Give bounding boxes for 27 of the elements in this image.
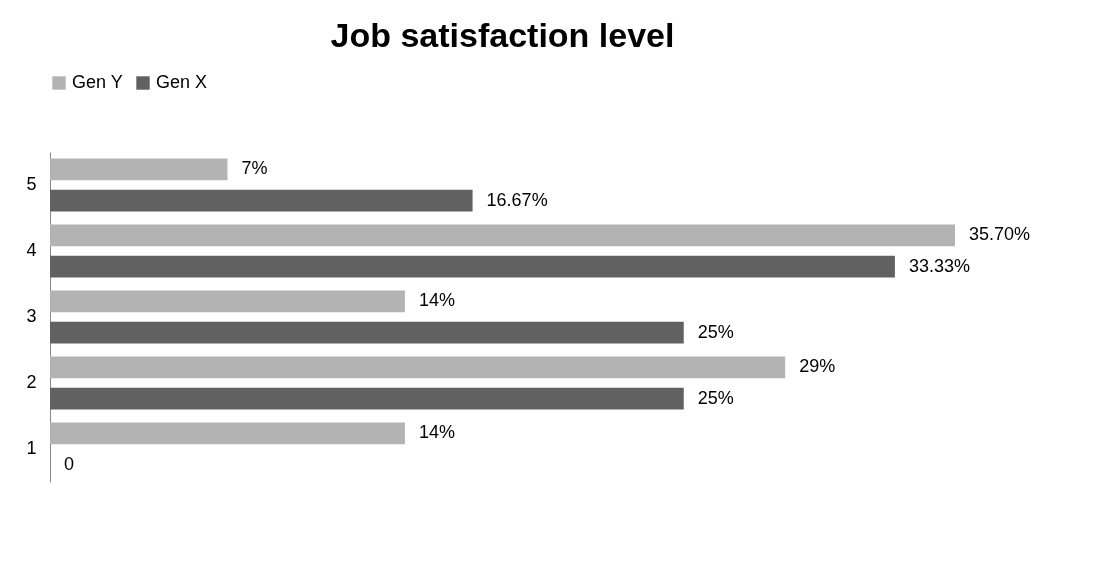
bar <box>50 387 684 410</box>
bar <box>50 356 786 379</box>
y-tick-label: 3 <box>26 306 37 326</box>
y-tick-label: 1 <box>26 438 37 458</box>
data-label: 29% <box>799 356 836 377</box>
bar <box>50 189 473 212</box>
data-label: 25% <box>697 321 734 342</box>
data-label: 14% <box>418 422 455 443</box>
y-tick-label: 4 <box>26 240 37 260</box>
legend-label: Gen Y <box>72 72 123 92</box>
bar <box>50 290 405 313</box>
bar <box>50 321 684 344</box>
bar <box>50 422 405 445</box>
chart-title: Job satisfaction level <box>330 16 675 54</box>
data-label: 16.67% <box>486 189 548 210</box>
bar <box>50 158 228 181</box>
bar <box>50 255 895 278</box>
y-tick-label: 2 <box>26 372 37 392</box>
data-label: 35.70% <box>969 224 1031 245</box>
data-label: 33.33% <box>908 255 970 276</box>
data-label: 25% <box>697 387 734 408</box>
data-label: 14% <box>418 290 455 311</box>
y-tick-label: 5 <box>26 174 37 194</box>
bar <box>50 224 955 247</box>
data-label: 7% <box>241 158 268 179</box>
legend-label: Gen X <box>156 72 208 92</box>
data-label: 0 <box>64 453 75 474</box>
